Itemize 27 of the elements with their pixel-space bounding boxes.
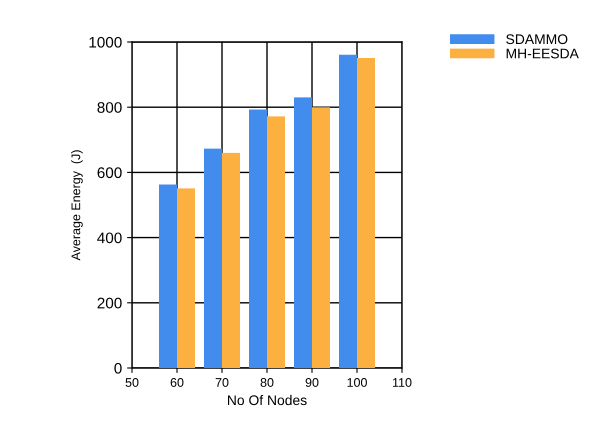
y-tick-label: 200 [98, 298, 122, 308]
y-tick-label: 400 [97, 232, 122, 244]
x-tick-label: 70 [216, 378, 228, 387]
y-tick-label: 1000 [89, 36, 122, 48]
x-tick-label: 80 [260, 378, 274, 387]
bar [159, 184, 177, 368]
bar [312, 107, 330, 368]
y-tick-label: 800 [97, 102, 122, 113]
x-tick-label: 60 [170, 378, 184, 387]
bar [294, 97, 312, 368]
x-tick-label: 110 [392, 378, 412, 387]
bar [177, 188, 195, 368]
x-tick-label: 50 [126, 378, 138, 387]
bar [339, 54, 357, 368]
x-tick-label: 100 [348, 378, 367, 387]
legend-label: MH-EESDA [506, 48, 579, 58]
bar [222, 152, 240, 368]
bar [267, 116, 285, 368]
bar [249, 109, 267, 368]
x-tick-label: 90 [306, 378, 318, 387]
y-tick-label: 0 [114, 362, 122, 374]
bar [357, 58, 375, 368]
y-tick-label: 600 [98, 167, 122, 178]
legend-label: SDAMMO [506, 34, 568, 44]
bar [204, 148, 222, 368]
x-axis-title: No Of Nodes [228, 394, 307, 406]
y-axis-title: Average Energy (J) [71, 150, 83, 260]
